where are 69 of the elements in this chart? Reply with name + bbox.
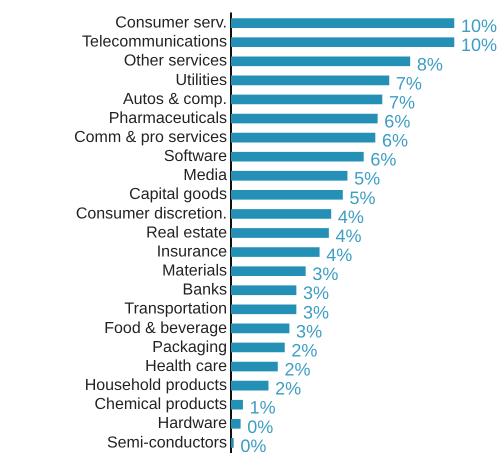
data-label: 3% [303,283,330,304]
data-label: 5% [354,168,380,189]
bar [231,285,296,296]
bar [231,152,364,162]
y-tick-label: Household products [84,377,227,394]
data-label: 7% [388,92,415,112]
bar [231,304,296,314]
bar [231,342,285,352]
y-tick-label: Health care [145,358,228,375]
data-label: 7% [396,73,422,94]
bar [231,209,332,219]
data-label: 0% [240,436,266,456]
y-tick-label: Hardware [158,415,228,432]
data-label: 6% [384,112,410,132]
bar [231,266,306,276]
y-tick-label: Utilities [175,72,227,89]
data-label: 10% [460,16,497,36]
y-tick-label: Insurance [156,243,228,260]
bar [231,94,382,104]
y-tick-label: Food & beverage [104,320,228,337]
y-tick-label: Capital goods [129,186,227,204]
bar [231,132,376,142]
data-label: 6% [382,130,408,151]
y-tick-label: Telecommunications [82,34,227,51]
bar [231,114,378,124]
data-label: 0% [247,416,274,437]
y-tick-label: Chemical products [94,396,227,414]
data-label: 8% [416,54,443,74]
data-label: 1% [250,398,276,418]
y-tick-label: Autos & comp. [122,90,227,108]
y-tick-label: Consumer serv. [115,14,227,32]
bar [231,380,268,390]
bar [231,37,454,48]
data-label: 2% [275,378,302,399]
y-tick-label: Banks [182,282,227,299]
data-label: 4% [336,226,362,246]
y-tick-label: Transportation [124,300,227,318]
bar [231,362,278,372]
data-label: 4% [338,206,364,227]
y-tick-label: Semi-conductors [106,434,227,452]
bar [231,247,320,257]
data-label: 6% [370,150,396,170]
bar [231,228,329,238]
y-tick-label: Pharmaceuticals [108,110,227,127]
bar [231,18,454,28]
data-label: 3% [312,264,338,284]
bar [231,418,241,429]
bar [231,190,343,200]
y-tick-label: Materials [162,262,227,280]
data-label: 10% [460,35,497,56]
data-label: 2% [291,340,318,360]
bar [231,76,390,86]
y-tick-label: Comm & pro services [74,129,227,146]
y-tick-label: Packaging [152,338,227,356]
data-label: 5% [349,188,376,208]
y-tick-label: Media [183,167,228,184]
bar [231,56,410,66]
bar [231,400,243,410]
bar [231,438,234,448]
data-label: 3% [296,321,322,342]
y-tick-label: Other services [124,52,227,70]
data-label: 3% [303,302,330,322]
y-tick-label: Consumer discretion. [76,205,227,222]
data-label: 4% [326,245,352,266]
y-tick-label: Software [164,148,228,166]
bar [231,170,348,181]
y-tick-label: Real estate [146,224,228,242]
bar [231,324,290,334]
data-label: 2% [284,360,310,380]
